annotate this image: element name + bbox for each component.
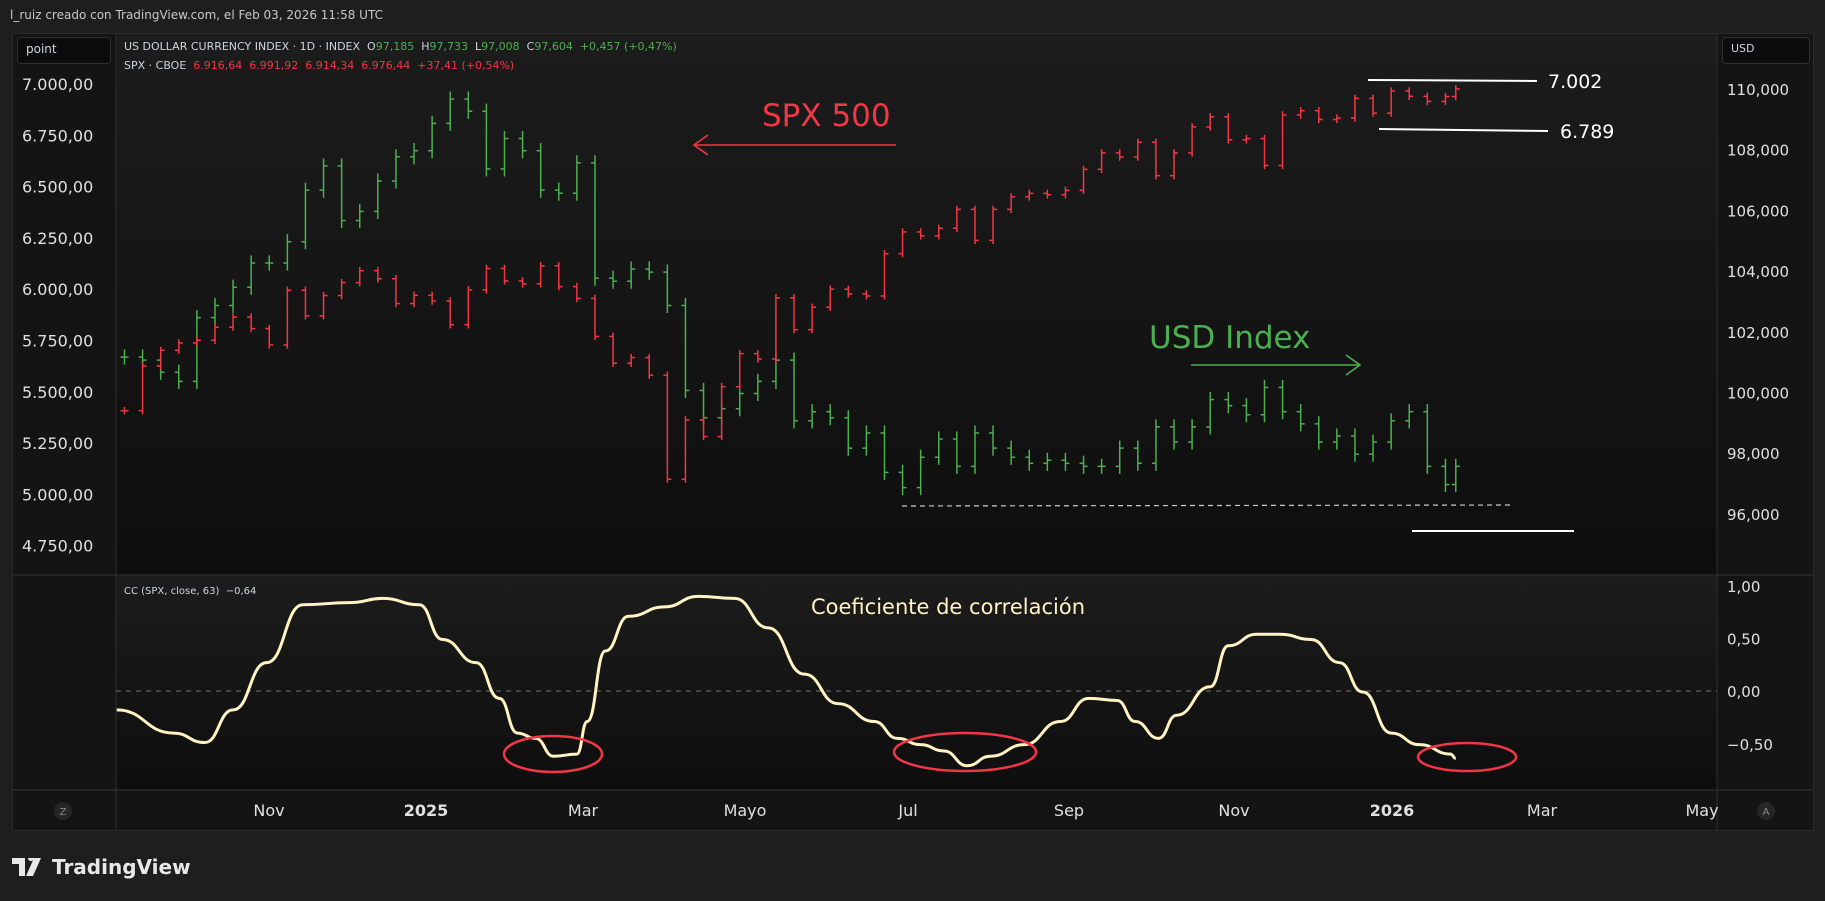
dxy-high: 97,733 (429, 40, 469, 53)
left-axis-tick: 5.250,00 (22, 434, 93, 453)
cc-legend[interactable]: CC (SPX, close, 63) −0,64 (124, 586, 256, 597)
right-scale-button-label: A (1763, 807, 1770, 818)
time-axis-tick: Nov (1218, 801, 1249, 820)
left-price-axis[interactable]: 7.000,00 6.750,00 6.500,00 6.250,00 6.000,00… (22, 75, 93, 556)
right-axis-tick: 106,000 (1727, 202, 1789, 220)
level-low-label: 6.789 (1560, 121, 1614, 143)
spx-annotation-label: SPX 500 (762, 98, 891, 134)
cc-annotation-label: Coeficiente de correlación (811, 595, 1085, 619)
cc-axis-tick: −0,50 (1727, 736, 1773, 754)
open-label: O (367, 40, 376, 53)
right-axis-tick: 98,000 (1727, 445, 1780, 463)
right-axis-tick: 102,000 (1727, 324, 1789, 342)
cc-axis[interactable]: 1,00 0,50 0,00 −0,50 (1727, 578, 1773, 754)
left-axis-tick: 5.000,00 (22, 485, 93, 504)
cc-axis-tick: 1,00 (1727, 578, 1760, 596)
highlight-ellipse[interactable] (502, 734, 604, 774)
tradingview-logo-icon (12, 858, 41, 876)
cc-axis-tick: 0,50 (1727, 631, 1760, 649)
highlight-ellipse[interactable] (1416, 741, 1518, 773)
dxy-legend-name: US DOLLAR CURRENCY INDEX · 1D · INDEX (124, 40, 361, 53)
right-scale-button[interactable] (1757, 802, 1775, 820)
usd-arrow-right-icon (1191, 354, 1362, 376)
spx-change: +37,41 (+0,54%) (417, 59, 515, 72)
left-axis-tick: 6.000,00 (22, 280, 93, 299)
cc-line (116, 594, 1457, 768)
time-axis-tick: Sep (1054, 801, 1084, 820)
main-pane[interactable] (116, 34, 1717, 575)
dxy-open: 97,185 (375, 40, 415, 53)
level-low-line[interactable] (1378, 128, 1549, 132)
spx-legend[interactable]: SPX · CBOE 6.916,64 6.991,92 6.914,34 6.… (124, 59, 514, 72)
left-scale-button[interactable] (54, 802, 72, 820)
spx-legend-name: SPX · CBOE (124, 59, 187, 72)
highlight-ellipse[interactable] (892, 731, 1038, 773)
left-axis-tick: 5.500,00 (22, 383, 93, 402)
time-axis-tick: 2025 (404, 801, 449, 820)
time-axis-tick: May (1685, 801, 1718, 820)
right-axis-tick: 96,000 (1727, 506, 1780, 524)
right-axis-tick: 104,000 (1727, 263, 1789, 281)
left-axis-tick: 6.500,00 (22, 178, 93, 197)
cc-axis-tick: 0,00 (1727, 683, 1760, 701)
left-axis-tick: 6.750,00 (22, 126, 93, 145)
time-axis[interactable]: Nov 2025 Mar Mayo Jul Sep Nov 2026 Mar May (253, 801, 1718, 820)
close-label: C (526, 40, 535, 53)
time-axis-tick: Mar (568, 801, 599, 820)
left-unit-box[interactable]: point (17, 37, 111, 64)
cc-legend-name: CC (SPX, close, 63) (124, 586, 220, 597)
spx-close: 6.976,44 (361, 59, 411, 72)
left-axis-tick: 4.750,00 (22, 537, 93, 556)
time-axis-tick: Jul (897, 801, 917, 820)
left-axis-tick: 7.000,00 (22, 75, 93, 94)
left-scale-button-label: Z (60, 807, 67, 818)
spx-high: 6.991,92 (249, 59, 299, 72)
dxy-change: +0,457 (+0,47%) (579, 40, 677, 53)
spx-low: 6.914,34 (305, 59, 355, 72)
right-price-axis[interactable]: 110,000 108,000 106,000 104,000 102,000 100,0… (1727, 81, 1789, 524)
right-unit-box[interactable]: USD (1722, 37, 1810, 64)
dxy-legend[interactable]: US DOLLAR CURRENCY INDEX · 1D · INDEX O9… (124, 40, 677, 53)
spx-series (120, 85, 1460, 483)
time-axis-tick: Mayo (724, 801, 767, 820)
tradingview-logo[interactable]: TradingView (12, 855, 191, 879)
time-axis-tick: Nov (253, 801, 284, 820)
right-axis-tick: 108,000 (1727, 142, 1789, 160)
dxy-close: 97,604 (534, 40, 573, 53)
dxy-low: 97,008 (481, 40, 520, 53)
right-axis-tick: 100,000 (1727, 385, 1789, 403)
support-dashed-line[interactable] (901, 504, 1514, 507)
dxy-series (120, 91, 1460, 496)
spx-arrow-left-icon (692, 134, 896, 156)
time-axis-tick: 2026 (1370, 801, 1415, 820)
cc-legend-value: −0,64 (225, 586, 257, 597)
level-high-label: 7.002 (1548, 71, 1602, 93)
low-label: L (475, 40, 482, 53)
level-high-line[interactable] (1367, 79, 1538, 82)
usd-annotation-label: USD Index (1149, 320, 1310, 356)
left-axis-tick: 5.750,00 (22, 332, 93, 351)
left-axis-tick: 6.250,00 (22, 229, 93, 248)
time-axis-tick: Mar (1527, 801, 1558, 820)
spx-open: 6.916,64 (193, 59, 243, 72)
high-label: H (421, 40, 430, 53)
chart-credit: l_ruiz creado con TradingView.com, el Fe… (10, 8, 383, 22)
logo-text: TradingView (52, 855, 191, 879)
right-axis-tick: 110,000 (1727, 81, 1789, 99)
